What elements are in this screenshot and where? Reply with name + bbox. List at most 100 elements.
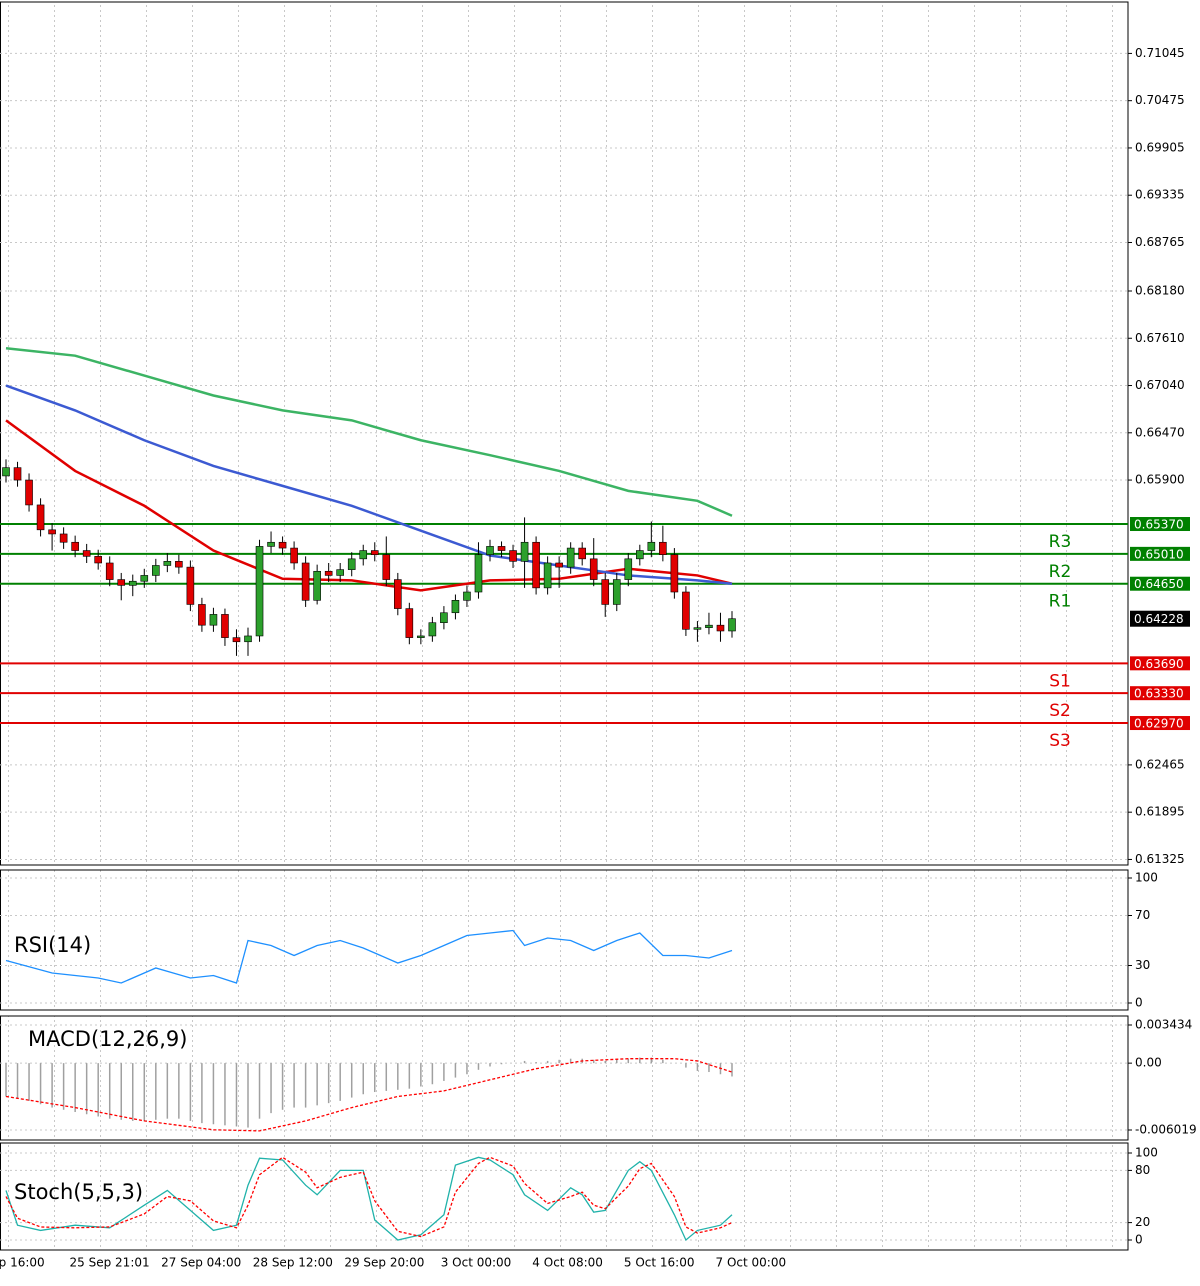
vertical-grid [0, 1143, 1128, 1250]
candle-body [566, 547, 575, 568]
level-price-label: 0.64650 [1134, 577, 1184, 591]
level-label-box [1130, 716, 1190, 731]
candle-body [670, 554, 679, 593]
y-tick-label: 0.00 [1135, 1056, 1162, 1070]
x-tick-label: 4 Oct 08:00 [532, 1256, 603, 1270]
candle-body [175, 561, 183, 568]
candle-body [624, 558, 633, 580]
y-tick-label: 0.003434 [1135, 1017, 1192, 1031]
candle-body [589, 558, 598, 580]
candle-body [394, 579, 402, 609]
candle-body [244, 635, 252, 643]
indicator-title: MACD(12,26,9) [28, 1027, 188, 1051]
indicator-title: RSI(14) [14, 933, 91, 957]
candle-body [25, 479, 33, 506]
candle-body [451, 600, 460, 614]
y-tick-label: 0.67040 [1135, 378, 1185, 392]
panel-frame [0, 869, 1129, 1011]
candle-body [59, 533, 68, 543]
candle-body [359, 550, 368, 560]
candle-body [659, 541, 667, 555]
candle-body [48, 529, 56, 535]
candle-body [36, 504, 45, 531]
y-tick-label: 0.68180 [1135, 283, 1185, 297]
y-tick-label: 0.67610 [1135, 331, 1185, 345]
x-tick-label: 27 Sep 04:00 [161, 1256, 241, 1270]
indicator-title: Stoch(5,5,3) [14, 1180, 143, 1204]
y-tick-label: 100 [1135, 1146, 1158, 1160]
candle-body [313, 570, 321, 601]
candle-body [94, 556, 102, 564]
candle-body [336, 569, 344, 576]
x-tick-label: 5 Oct 16:00 [624, 1256, 695, 1270]
moving-average [5, 346, 733, 517]
candle-body [198, 604, 206, 626]
last-price-label: 0.64228 [1134, 612, 1184, 626]
candle-body [140, 575, 149, 582]
candle-body [405, 608, 414, 638]
panel-frame [0, 1142, 1129, 1251]
candle-body [428, 622, 437, 637]
x-tick-label: 3 Oct 00:00 [441, 1256, 512, 1270]
candle-body [209, 614, 218, 626]
candle-body [186, 566, 195, 605]
candle-body [152, 565, 160, 576]
level-label-box [1130, 656, 1190, 671]
y-tick-label: 0.65900 [1135, 473, 1185, 487]
candle-body [267, 541, 275, 547]
candle-body [474, 554, 483, 593]
indicator-line [5, 1156, 733, 1242]
y-tick-label: 30 [1135, 958, 1150, 972]
candle-body [105, 562, 114, 580]
level-name: S2 [1049, 701, 1071, 721]
candle-body [705, 624, 713, 628]
indicator-line [5, 1156, 733, 1238]
y-tick-label: 0.61895 [1135, 805, 1185, 819]
candle-body [324, 570, 333, 576]
candle-body [82, 550, 91, 557]
candle-body [693, 627, 702, 630]
level-price-label: 0.63690 [1134, 657, 1184, 671]
candle-body [636, 550, 644, 560]
y-tick-label: 0.66470 [1135, 425, 1185, 439]
y-tick-label: 0.69905 [1135, 140, 1185, 154]
candle-body [543, 562, 552, 589]
candle-body [13, 467, 22, 481]
y-tick-label: -0.006019 [1135, 1123, 1197, 1137]
y-tick-label: 0.62465 [1135, 757, 1185, 771]
x-tick-label: ep 16:00 [0, 1256, 45, 1270]
level-price-label: 0.63330 [1134, 687, 1184, 701]
candle-body [290, 547, 298, 564]
y-tick-label: 100 [1135, 871, 1158, 885]
last-price-box [1130, 610, 1190, 627]
y-tick-label: 70 [1135, 908, 1150, 922]
indicator-line [5, 1058, 733, 1132]
candle-body [647, 541, 656, 551]
candle-body [301, 562, 310, 601]
y-tick-label: 0.61325 [1135, 852, 1185, 866]
level-price-label: 0.65370 [1134, 518, 1184, 532]
candle-body [221, 614, 229, 638]
candle-body [382, 554, 391, 580]
candle-body [520, 541, 529, 562]
panel-frame [0, 1015, 1129, 1141]
level-label-box [1130, 517, 1190, 532]
candle-body [486, 546, 494, 555]
level-price-label: 0.65010 [1134, 547, 1184, 561]
indicator-line [5, 929, 733, 984]
candle-body [463, 591, 471, 601]
candle-body [232, 637, 241, 643]
candle-body [578, 547, 586, 560]
y-tick-label: 0.68765 [1135, 235, 1185, 249]
panel-frame [0, 1, 1129, 866]
x-tick-label: 25 Sep 21:01 [70, 1256, 150, 1270]
vertical-grid [0, 2, 1128, 865]
candle-body [612, 579, 621, 605]
candle-body [71, 541, 79, 551]
candle-body [716, 624, 725, 632]
level-name: S1 [1049, 671, 1071, 691]
candle-body [601, 579, 610, 605]
level-name: R1 [1049, 592, 1072, 612]
